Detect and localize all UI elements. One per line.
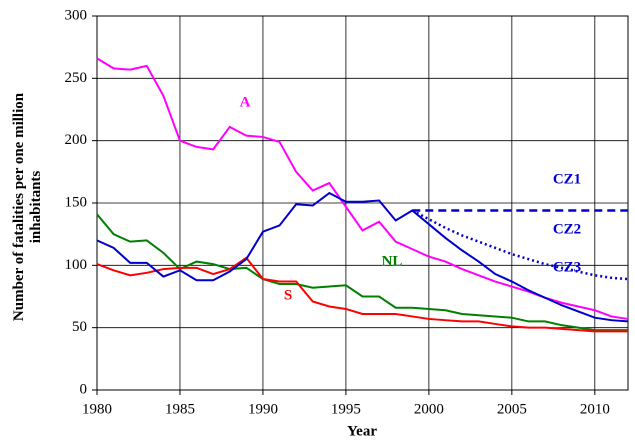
y-tick-label: 300 bbox=[65, 7, 88, 23]
x-tick-label: 1985 bbox=[165, 401, 195, 417]
series-label: CZ1 bbox=[553, 171, 581, 187]
series-line bbox=[411, 209, 629, 281]
plot-frame bbox=[96, 15, 629, 391]
x-tick-label: 2000 bbox=[414, 401, 444, 417]
y-tick-label: 50 bbox=[72, 319, 87, 335]
y-tick-label: 150 bbox=[65, 194, 88, 210]
series-line bbox=[96, 256, 628, 333]
series-label: S bbox=[284, 287, 292, 303]
x-tick-label: 1995 bbox=[331, 401, 361, 417]
series-label: CZ2 bbox=[553, 221, 581, 237]
x-tick-label: 1990 bbox=[248, 401, 278, 417]
x-axis-label: Year bbox=[347, 423, 377, 439]
series-line bbox=[96, 213, 628, 332]
y-tick-label: 200 bbox=[65, 132, 88, 148]
y-tick-label: 250 bbox=[65, 70, 88, 86]
series-label: A bbox=[240, 94, 251, 110]
x-tick-label: 2005 bbox=[497, 401, 527, 417]
y-tick-label: 100 bbox=[65, 257, 88, 273]
x-tick-label: 1980 bbox=[82, 401, 112, 417]
series-label: NL bbox=[382, 253, 403, 269]
series-label: CZ3 bbox=[553, 259, 581, 275]
series-line bbox=[96, 191, 629, 323]
y-tick-label: 0 bbox=[80, 381, 88, 397]
series-line bbox=[96, 57, 629, 320]
x-tick-label: 2010 bbox=[580, 401, 610, 417]
